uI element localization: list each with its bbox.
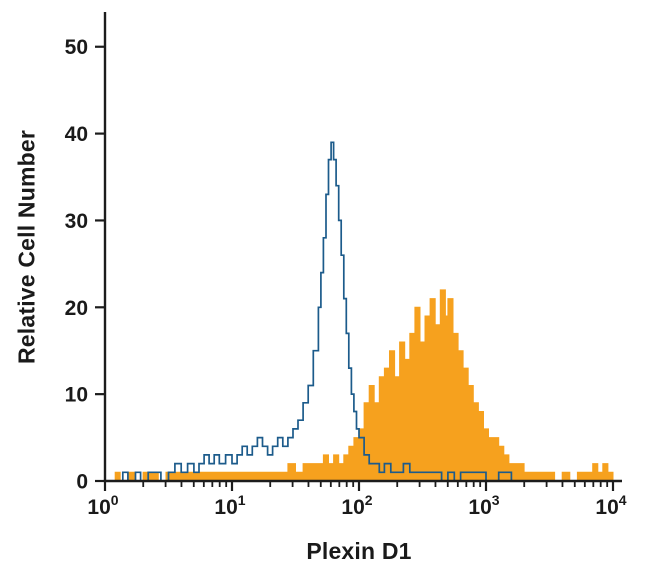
x-tick-label: 102 [341,492,372,519]
y-tick-label: 20 [65,297,88,320]
x-tick-label: 100 [87,492,118,519]
series-open-control-population [105,141,613,482]
y-axis-title: Relative Cell Number [13,129,40,365]
series-filled-stained-population [105,289,614,482]
y-tick-label: 0 [76,471,88,494]
x-tick-label: 103 [468,492,499,519]
y-tick-label: 10 [65,384,88,407]
x-axis-title: Plexin D1 [306,538,412,564]
y-tick-label: 50 [65,36,88,59]
x-tick-label: 101 [214,492,245,519]
y-tick-label: 40 [65,123,88,146]
x-tick-label: 104 [595,492,626,519]
y-tick-label: 30 [65,210,88,233]
